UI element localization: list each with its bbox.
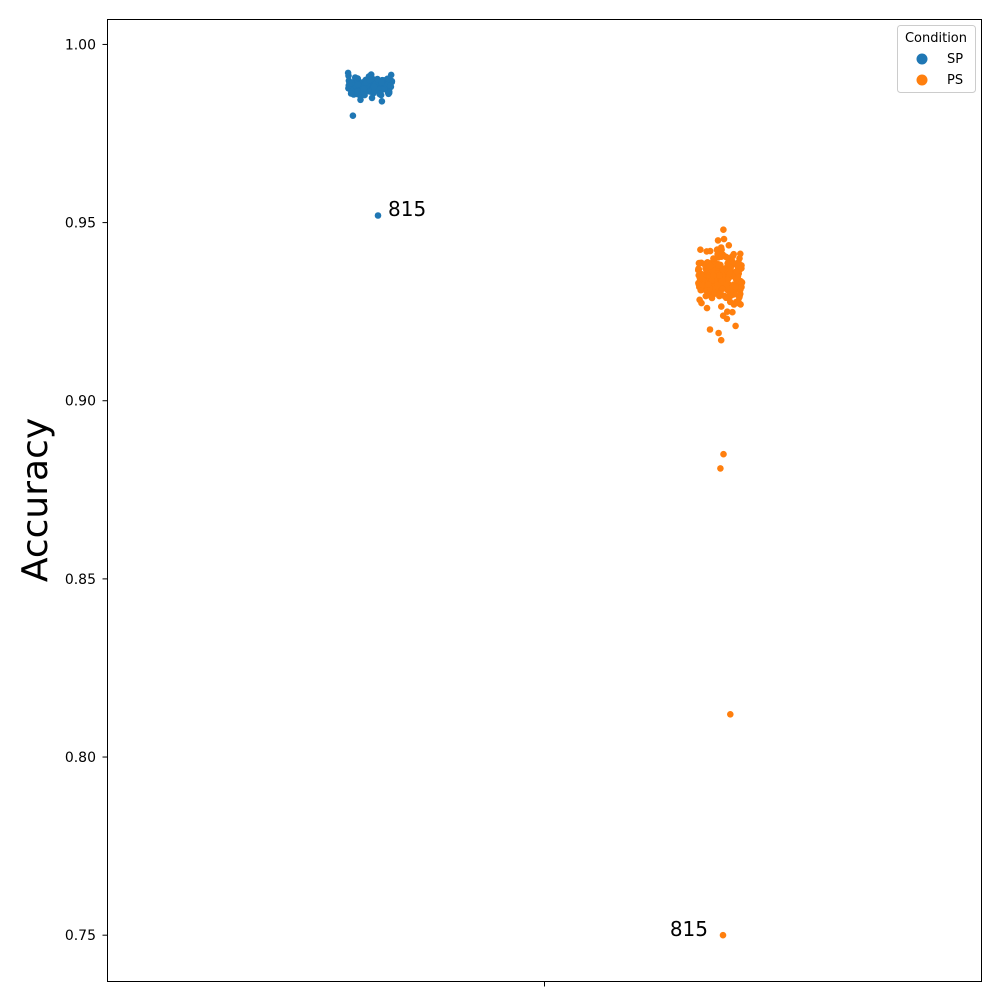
data-point-ps bbox=[715, 329, 722, 337]
data-points bbox=[344, 69, 746, 939]
data-point-ps bbox=[726, 270, 733, 277]
annotation-ps-outlier: 815 bbox=[670, 917, 708, 941]
data-point-sp bbox=[387, 82, 394, 89]
data-point-ps bbox=[717, 465, 724, 472]
data-point-ps bbox=[715, 262, 722, 269]
data-point-sp bbox=[349, 112, 357, 119]
data-point-ps bbox=[729, 252, 737, 260]
data-point-ps bbox=[707, 262, 714, 270]
data-point-sp bbox=[357, 96, 364, 104]
data-point-ps bbox=[732, 283, 739, 291]
data-point-ps bbox=[717, 244, 725, 251]
data-point-ps bbox=[735, 259, 742, 266]
data-point-ps bbox=[727, 711, 734, 718]
data-point-sp bbox=[366, 76, 374, 84]
plot-area-frame bbox=[107, 19, 982, 982]
data-point-ps bbox=[738, 265, 745, 272]
data-point-ps bbox=[716, 272, 723, 279]
data-point-ps bbox=[702, 292, 710, 300]
data-point-sp bbox=[378, 79, 386, 86]
data-point-ps bbox=[709, 272, 717, 279]
data-point-ps bbox=[719, 285, 726, 293]
data-point-ps bbox=[723, 281, 730, 288]
data-point-sp bbox=[347, 90, 355, 97]
data-point-ps bbox=[706, 247, 714, 255]
y-tick-label: 1.00 bbox=[65, 37, 96, 53]
data-point-sp bbox=[354, 91, 362, 98]
data-point-ps bbox=[727, 264, 734, 272]
data-point-ps bbox=[697, 246, 704, 253]
annotation-sp-outlier: 815 bbox=[388, 197, 426, 221]
data-point-ps bbox=[729, 308, 736, 316]
data-point-ps bbox=[697, 286, 704, 294]
data-point-sp bbox=[354, 81, 362, 88]
data-point-ps bbox=[695, 281, 703, 288]
data-point-ps bbox=[725, 242, 733, 249]
y-tick-label: 0.80 bbox=[65, 750, 96, 766]
legend-box bbox=[897, 25, 976, 93]
data-point-ps bbox=[719, 251, 727, 258]
data-point-ps bbox=[719, 931, 727, 939]
data-point-sp bbox=[374, 212, 382, 219]
data-point-ps bbox=[724, 308, 731, 316]
data-point-ps bbox=[708, 294, 716, 302]
data-point-ps bbox=[737, 250, 744, 258]
data-point-ps bbox=[732, 322, 739, 330]
y-tick-label: 0.90 bbox=[65, 394, 96, 410]
y-tick-label: 0.85 bbox=[65, 572, 96, 588]
data-point-ps bbox=[706, 326, 714, 333]
legend-title: Condition bbox=[905, 31, 967, 46]
data-point-ps bbox=[738, 279, 746, 286]
data-point-ps bbox=[726, 291, 734, 299]
data-point-ps bbox=[723, 315, 731, 323]
y-axis-label: Accuracy bbox=[15, 418, 56, 582]
data-point-ps bbox=[714, 237, 722, 244]
y-tick-label: 0.95 bbox=[65, 216, 96, 232]
y-tick-label: 0.75 bbox=[65, 928, 96, 944]
data-point-sp bbox=[370, 83, 378, 91]
data-point-ps bbox=[718, 303, 725, 310]
data-point-sp bbox=[360, 85, 368, 92]
data-point-sp bbox=[346, 80, 354, 87]
data-point-ps bbox=[703, 304, 711, 312]
data-point-ps bbox=[720, 235, 728, 243]
legend-marker-sp bbox=[916, 53, 928, 65]
data-point-ps bbox=[719, 266, 727, 273]
legend-marker-ps bbox=[916, 74, 928, 86]
data-point-sp bbox=[368, 94, 376, 102]
data-point-ps bbox=[694, 266, 702, 274]
data-point-ps bbox=[710, 255, 717, 262]
data-point-sp bbox=[385, 89, 393, 97]
data-point-sp bbox=[385, 75, 393, 83]
data-point-ps bbox=[720, 450, 727, 458]
data-point-ps bbox=[696, 296, 703, 304]
legend-label-ps: PS bbox=[947, 73, 963, 88]
data-point-sp bbox=[344, 69, 352, 77]
annotations: 815 815 bbox=[388, 197, 708, 941]
legend: Condition SP PS bbox=[897, 25, 976, 93]
data-point-sp bbox=[378, 98, 386, 105]
y-axis-ticks: 0.75 0.80 0.85 0.90 0.95 1.00 bbox=[65, 37, 108, 944]
data-point-sp bbox=[376, 90, 384, 97]
legend-label-sp: SP bbox=[947, 52, 963, 67]
data-point-ps bbox=[705, 281, 712, 288]
data-point-ps bbox=[717, 336, 725, 344]
data-point-ps bbox=[730, 301, 738, 308]
data-point-ps bbox=[720, 226, 727, 233]
data-point-ps bbox=[716, 290, 723, 298]
